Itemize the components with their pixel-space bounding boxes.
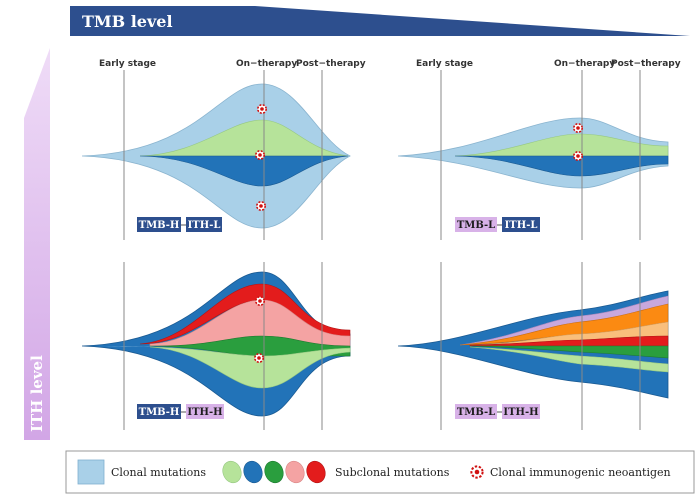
subclonal-swatches [222, 460, 326, 484]
clonal-area [82, 346, 160, 347]
tmb-tag: TMB-H [139, 220, 180, 231]
subclone-light-green [139, 119, 349, 157]
clonal-swatch [77, 459, 105, 485]
panel-bottom-left: TMB-H ITH-H [81, 262, 351, 430]
neoantigen-icon [255, 295, 266, 306]
neoantigen-icon [254, 352, 265, 363]
neoantigen-icon [470, 465, 484, 479]
stage-early-left: Early stage [99, 59, 156, 69]
neoantigen-icon [256, 104, 267, 115]
panel-tag: TMB-H ITH-L [137, 217, 222, 232]
stage-post-left: Post−therapy [296, 59, 366, 69]
tmb-tag: TMB-H [139, 407, 180, 418]
ith-tag: ITH-L [505, 220, 538, 231]
clonal-label: Clonal mutations [111, 466, 206, 479]
ith-tag: ITH-L [188, 220, 221, 231]
subclone-light-green [469, 346, 669, 373]
ith-tag: ITH-H [187, 407, 222, 418]
subclonal-label: Subclonal mutations [335, 466, 450, 479]
panel-top-right: TMB-L ITH-L [397, 70, 669, 240]
subclone-light-green [149, 346, 351, 389]
subclone-red [469, 335, 669, 347]
subclone-light-green [454, 133, 669, 157]
subclone-blue [139, 155, 349, 187]
subclone-blue [454, 155, 669, 177]
stage-labels-left: Early stage On−therapy Post−therapy [99, 59, 366, 69]
stage-early-right: Early stage [416, 59, 473, 69]
panel-tag: TMB-H ITH-H [137, 404, 224, 419]
neoantigen-icon [572, 123, 583, 134]
neoantigen-icon [255, 150, 266, 161]
stage-on-right: On−therapy [554, 59, 615, 69]
panel-tag: TMB-L ITH-H [455, 404, 540, 419]
neoantigen-label: Clonal immunogenic neoantigen [490, 466, 671, 479]
ith-tag: ITH-H [503, 407, 538, 418]
stage-labels-right: Early stage On−therapy Post−therapy [416, 59, 681, 69]
neoantigen-icon [572, 151, 583, 162]
tmb-level-wedge [70, 6, 690, 36]
panel-top-left: TMB-H ITH-L [81, 70, 351, 240]
ith-level-title: ITH level [28, 355, 46, 432]
stage-on-left: On−therapy [236, 59, 297, 69]
legend-box [65, 450, 695, 494]
legend: Clonal mutations Subclonal mutations Clo… [65, 450, 695, 494]
panel-tag: TMB-L ITH-L [455, 217, 540, 232]
neoantigen-icon [255, 201, 266, 212]
tmb-tag: TMB-L [457, 407, 495, 418]
tmb-tag: TMB-L [457, 220, 495, 231]
subclone-green [469, 345, 669, 359]
panel-bottom-right: TMB-L ITH-H [397, 262, 669, 430]
subclone-red [139, 283, 351, 345]
tmb-level-title: TMB level [82, 12, 173, 31]
ith-level-wedge [24, 48, 50, 440]
stage-post-right: Post−therapy [611, 59, 681, 69]
